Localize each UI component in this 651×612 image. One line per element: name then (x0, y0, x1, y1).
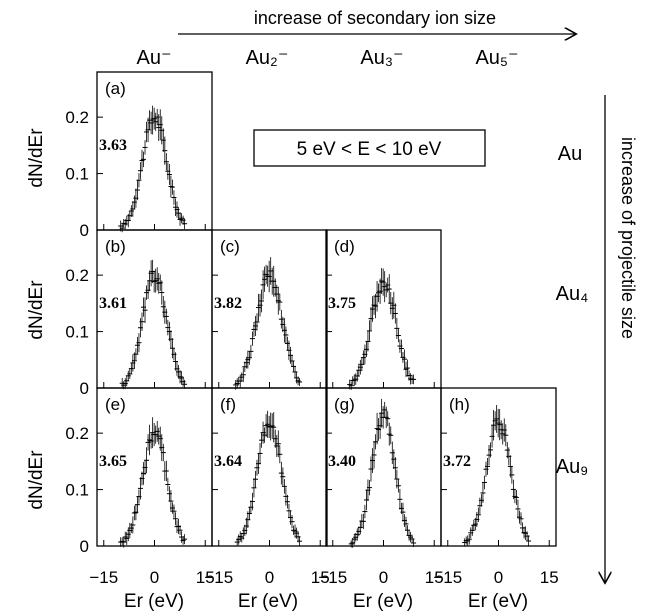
panel-c: (c) 3.82 (211, 229, 328, 390)
y-tick-label: 0.2 (65, 266, 89, 285)
panel-label: (a) (105, 79, 126, 98)
y-tick-label: 0 (80, 221, 89, 240)
panel-label: (f) (220, 395, 236, 414)
panel-e: (e) 3.65 0 0.1 0.2 (65, 387, 213, 556)
y-tick-label: 0 (80, 537, 89, 556)
panel-width-value: 3.63 (99, 137, 127, 154)
x-axis-title-col-4: Er (eV) (468, 591, 528, 612)
panel-a: (a) 3.63 0 0.1 0.2 (65, 71, 213, 240)
panel-width-value: 3.82 (214, 295, 242, 312)
x-tick-label: 0 (150, 568, 159, 587)
x-tick-label: −15 (89, 568, 118, 587)
panel-g: (g) 3.40 (325, 387, 442, 548)
x-tick-label: 0 (265, 568, 274, 587)
panel-label: (e) (105, 395, 126, 414)
y-axis-title-row-2: dN/dEr (26, 280, 47, 340)
y-tick-label: 0.1 (65, 481, 89, 500)
panel-width-value: 3.61 (99, 295, 127, 312)
panel-d: (d) 3.75 (325, 229, 442, 390)
panel-h: (h) 3.72 (440, 387, 557, 547)
y-tick-label: 0 (80, 379, 89, 398)
x-tick-label: 15 (425, 568, 444, 587)
panel-width-value: 3.65 (99, 453, 127, 470)
panel-label: (c) (220, 237, 240, 256)
y-tick-label: 0.1 (65, 323, 89, 342)
column-header-au-minus: Au⁻ (136, 47, 171, 69)
right-arrow-label: increase of projectile size (618, 137, 638, 339)
panel-label: (d) (334, 237, 355, 256)
column-header-au5-minus: Au₅⁻ (475, 47, 518, 69)
x-axis-title-col-2: Er (eV) (238, 591, 298, 612)
energy-range-label: 5 eV < E < 10 eV (297, 139, 442, 160)
x-axis-title-col-3: Er (eV) (353, 591, 413, 612)
panel-label: (h) (449, 395, 470, 414)
top-arrow-label: increase of secondary ion size (254, 8, 496, 28)
panel-width-value: 3.64 (214, 453, 242, 470)
panel-label: (g) (334, 395, 355, 414)
energy-range-box (253, 129, 486, 167)
panel-f: (f) 3.64 (211, 387, 328, 547)
y-axis-title-row-3: dN/dEr (26, 450, 47, 510)
y-tick-label: 0.1 (65, 165, 89, 184)
panel-b: (b) 3.61 0 0.1 0.2 (65, 229, 213, 398)
x-tick-label: −15 (318, 568, 347, 587)
x-tick-label: 0 (494, 568, 503, 587)
y-axis-title-row-1: dN/dEr (26, 128, 47, 188)
y-tick-label: 0.2 (65, 424, 89, 443)
panel-width-value: 3.75 (328, 295, 356, 312)
x-tick-label: 15 (311, 568, 330, 587)
column-header-au3-minus: Au₃⁻ (360, 47, 403, 69)
x-tick-label: 0 (379, 568, 388, 587)
panel-label: (b) (105, 237, 126, 256)
x-axis-title-col-1: Er (eV) (124, 591, 184, 612)
row-label-au: Au (558, 143, 582, 165)
row-label-au4: Au₄ (556, 283, 589, 305)
panel-width-value: 3.40 (328, 453, 356, 470)
x-tick-label: −15 (433, 568, 462, 587)
x-tick-label: 15 (196, 568, 215, 587)
panels: (a) 3.63 0 0.1 0.2 (b) 3.61 0 0.1 0.2 (c) 3.82 (d) 3.… (65, 71, 559, 587)
panel-width-value: 3.72 (443, 453, 471, 470)
column-header-au2-minus: Au₂⁻ (246, 47, 289, 69)
y-tick-label: 0.2 (65, 108, 89, 127)
row-label-au9: Au₉ (556, 456, 588, 478)
x-tick-label: −15 (204, 568, 233, 587)
x-tick-label: 15 (540, 568, 559, 587)
